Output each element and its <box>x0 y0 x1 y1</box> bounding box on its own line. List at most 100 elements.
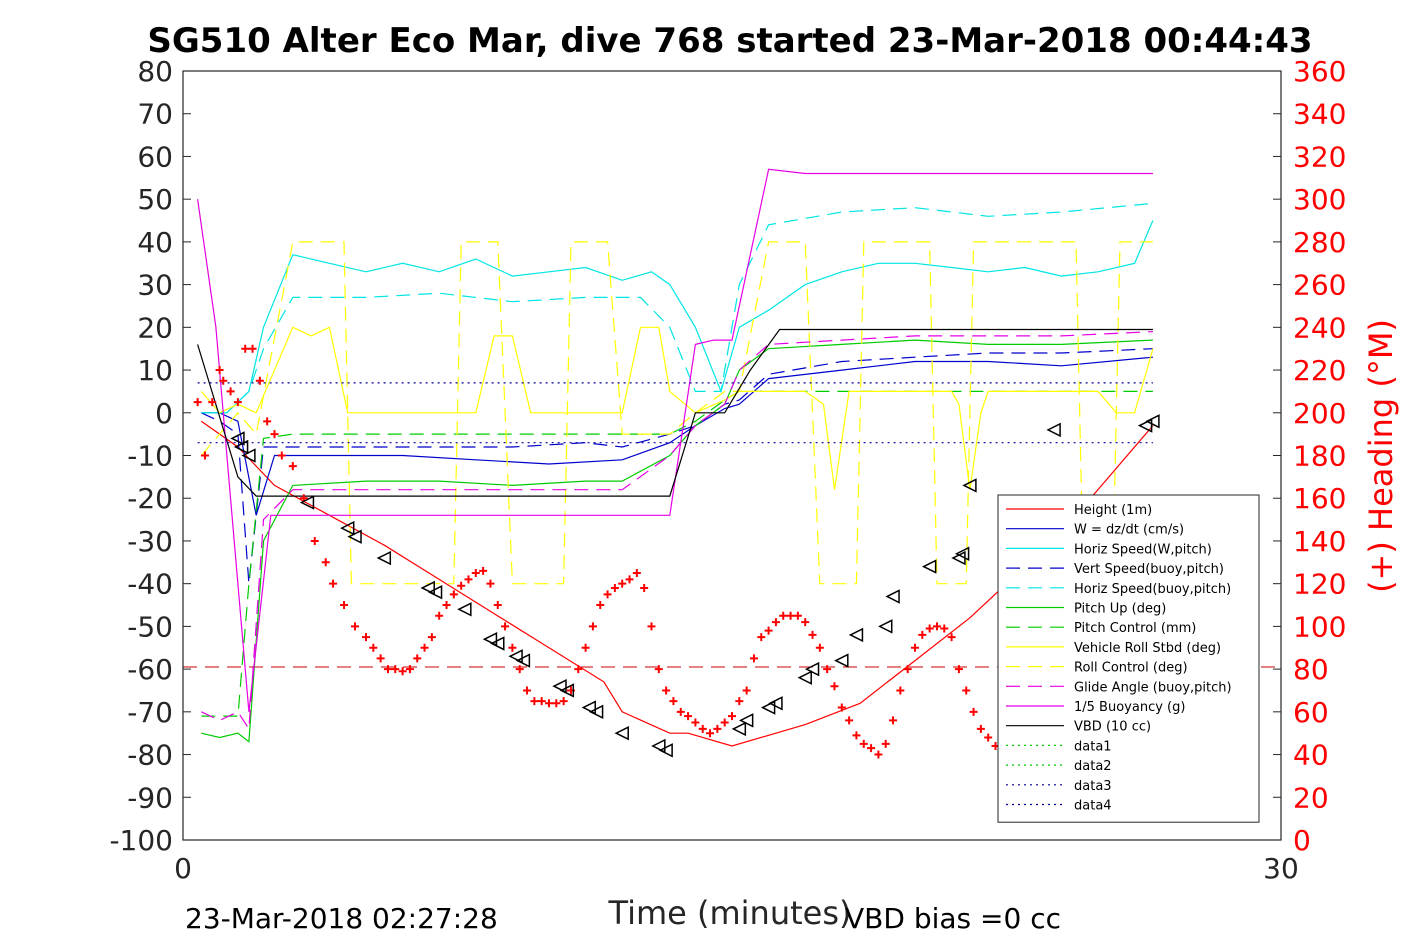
heading-point <box>954 665 963 674</box>
right-axis-label: (+) Heading (°M) <box>1362 319 1400 593</box>
legend-entry: Roll Control (deg) <box>1074 661 1188 676</box>
heading-point <box>523 686 532 695</box>
right-tick-label: 160 <box>1293 482 1346 515</box>
left-tick-label: 80 <box>137 55 173 88</box>
triangle-marker <box>230 431 245 446</box>
heading-point <box>263 417 272 426</box>
triangle-marker <box>738 713 754 728</box>
triangle-marker <box>1046 422 1061 438</box>
legend-entry: W = dz/dt (cm/s) <box>1074 523 1184 538</box>
heading-point <box>947 633 956 642</box>
heading-point <box>208 398 217 407</box>
heading-point <box>706 729 715 738</box>
right-tick-label: 320 <box>1293 140 1346 173</box>
heading-point <box>574 665 583 674</box>
heading-point <box>969 707 978 716</box>
triangle-marker <box>588 704 604 720</box>
heading-point <box>391 665 400 674</box>
right-tick-label: 300 <box>1293 183 1346 216</box>
triangle-marker <box>797 670 812 685</box>
series-line-8 <box>200 241 1153 585</box>
series-line-2 <box>201 220 1154 414</box>
x-tick-label: 30 <box>1263 852 1299 885</box>
legend-entry: Vert Speed(buoy,pitch) <box>1074 562 1224 577</box>
heading-point <box>581 643 590 652</box>
heading-point <box>310 536 319 545</box>
heading-point <box>859 739 868 748</box>
right-tick-label: 0 <box>1293 824 1311 857</box>
legend-entry: VBD (10 cc) <box>1074 720 1151 735</box>
heading-point <box>684 712 693 721</box>
legend-entry: Horiz Speed(buoy,pitch) <box>1074 582 1231 597</box>
heading-point <box>559 697 568 706</box>
heading-point <box>830 682 839 691</box>
right-tick-label: 120 <box>1293 568 1346 601</box>
heading-point <box>984 733 993 742</box>
left-tick-label: 40 <box>137 226 173 259</box>
heading-point <box>874 750 883 759</box>
legend-entry: 1/5 Buoyancy (g) <box>1074 700 1185 715</box>
left-tick-label: 70 <box>137 98 173 131</box>
left-tick-label: -30 <box>127 525 173 558</box>
left-tick-label: -40 <box>127 568 173 601</box>
heading-point <box>691 718 700 727</box>
right-tick-label: 80 <box>1293 653 1329 686</box>
left-tick-label: 30 <box>137 269 173 302</box>
right-tick-label: 240 <box>1293 311 1346 344</box>
heading-point <box>362 633 370 642</box>
heading-point <box>896 686 905 695</box>
left-tick-label: -100 <box>109 824 173 857</box>
heading-point <box>420 643 429 652</box>
legend-entry: Vehicle Roll Stbd (deg) <box>1074 641 1221 656</box>
x-tick-label: 0 <box>174 852 192 885</box>
triangle-marker <box>1145 414 1160 429</box>
triangle-marker <box>731 721 747 737</box>
heading-point <box>479 566 488 575</box>
heading-point <box>200 451 209 460</box>
right-tick-label: 20 <box>1293 781 1329 814</box>
triangle-marker <box>962 478 977 493</box>
heading-point <box>501 622 510 631</box>
ticks-layer: 80706050403020100-10-20-30-40-50-60-70-8… <box>109 55 1346 885</box>
heading-point <box>588 622 597 631</box>
heading-point <box>596 601 605 610</box>
heading-point <box>932 622 941 631</box>
heading-point <box>288 462 297 471</box>
heading-point <box>351 622 360 631</box>
triangle-marker <box>1137 418 1153 433</box>
triangle-marker <box>457 602 472 617</box>
heading-point <box>369 643 378 652</box>
heading-point <box>852 731 861 740</box>
left-tick-label: -10 <box>127 440 173 473</box>
series-line-9 <box>201 331 1153 731</box>
heading-point <box>486 579 495 588</box>
triangle-marker <box>878 619 893 634</box>
footer-vbd-bias: VBD bias =0 cc <box>845 902 1061 935</box>
heading-point <box>508 643 517 652</box>
right-tick-label: 180 <box>1293 440 1346 473</box>
left-tick-label: -60 <box>127 653 173 686</box>
heading-point <box>530 697 539 706</box>
right-tick-label: 220 <box>1293 354 1346 387</box>
heading-point <box>903 665 912 674</box>
heading-point <box>537 697 546 706</box>
left-tick-label: -70 <box>127 696 173 729</box>
heading-point <box>427 633 436 642</box>
legend-entry: data1 <box>1074 739 1112 754</box>
legend-entry: data4 <box>1074 799 1112 814</box>
heading-point <box>493 601 502 610</box>
right-tick-label: 100 <box>1293 610 1346 643</box>
heading-point <box>632 568 641 577</box>
left-tick-label: -90 <box>127 781 173 814</box>
heading-point <box>654 665 663 674</box>
heading-point <box>515 665 524 674</box>
legend-entry: Glide Angle (buoy,pitch) <box>1074 680 1232 695</box>
heading-point <box>662 686 671 695</box>
heading-point <box>321 558 330 567</box>
heading-point <box>376 654 385 663</box>
heading-point <box>552 699 561 708</box>
left-tick-label: 20 <box>137 311 173 344</box>
triangle-marker <box>581 700 597 715</box>
heading-point <box>911 643 919 652</box>
heading-point <box>435 611 444 620</box>
